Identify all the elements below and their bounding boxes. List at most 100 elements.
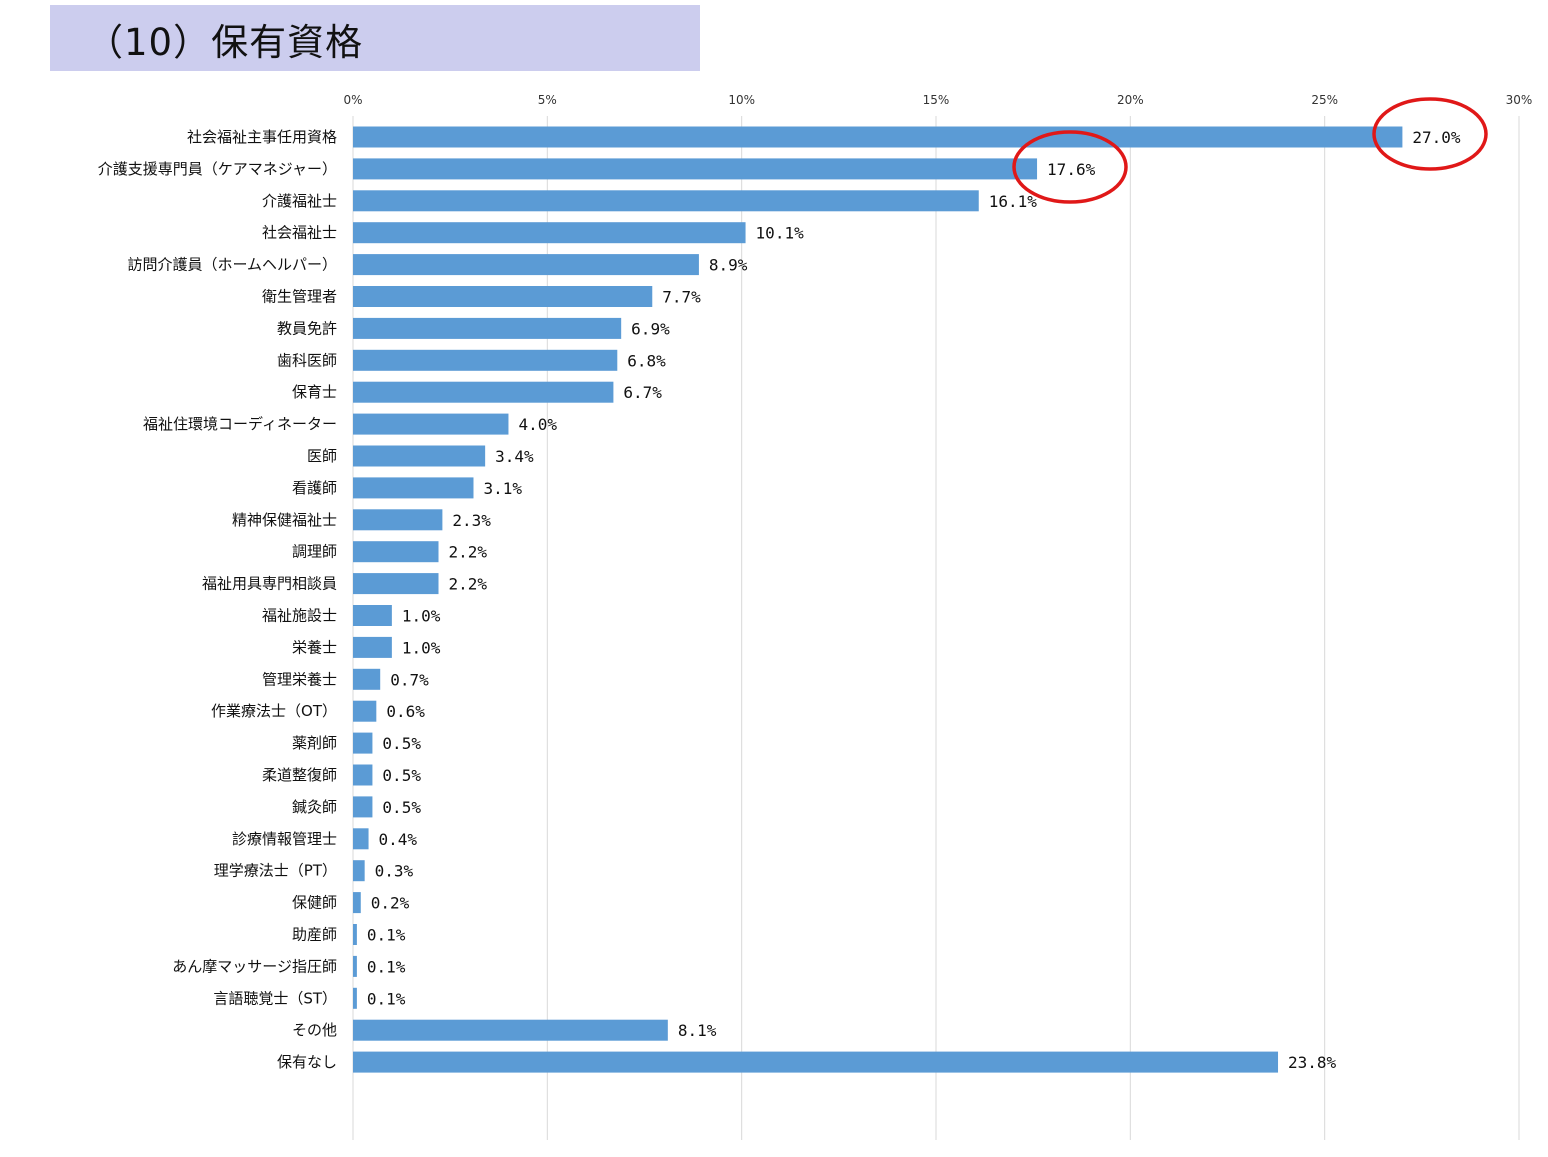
x-tick-label: 20% xyxy=(1117,93,1144,107)
section-title: （10）保有資格 xyxy=(86,21,364,64)
data-label: 7.7% xyxy=(662,288,701,307)
x-tick-label: 25% xyxy=(1311,93,1338,107)
data-label: 0.7% xyxy=(390,670,429,689)
category-label: 作業療法士（OT） xyxy=(211,702,337,720)
data-label: 6.7% xyxy=(623,383,662,402)
data-label: 3.4% xyxy=(495,447,534,466)
x-tick-label: 15% xyxy=(923,93,950,107)
x-tick-label: 0% xyxy=(343,93,362,107)
bar xyxy=(353,668,381,690)
category-label: 衛生管理者 xyxy=(262,288,337,306)
bar xyxy=(353,541,439,563)
data-label: 17.6% xyxy=(1047,160,1096,179)
bar xyxy=(353,222,746,244)
data-label: 0.1% xyxy=(367,989,406,1008)
data-label: 2.2% xyxy=(449,543,488,562)
category-label: 医師 xyxy=(307,447,337,465)
bar xyxy=(353,573,439,595)
bar xyxy=(353,924,357,945)
category-label: 社会福祉士 xyxy=(262,224,337,242)
category-label: あん摩マッサージ指圧師 xyxy=(172,957,337,975)
data-label: 1.0% xyxy=(402,607,441,626)
x-tick-label: 5% xyxy=(538,93,557,107)
bar xyxy=(353,445,486,467)
data-label: 0.3% xyxy=(375,862,414,881)
section-header xyxy=(50,5,700,71)
bar xyxy=(353,796,373,818)
category-label: 介護福祉士 xyxy=(262,192,337,210)
bar xyxy=(353,605,392,626)
data-label: 0.5% xyxy=(382,766,421,785)
data-label: 3.1% xyxy=(483,479,522,498)
bar xyxy=(353,126,1403,148)
data-label: 23.8% xyxy=(1288,1053,1337,1072)
category-label: 教員免許 xyxy=(277,319,337,337)
category-label: 福祉用具専門相談員 xyxy=(202,575,337,593)
data-label: 0.6% xyxy=(386,702,425,721)
category-label: 介護支援専門員（ケアマネジャー） xyxy=(98,160,337,178)
bar xyxy=(353,860,365,882)
category-label: 鍼灸師 xyxy=(292,798,337,816)
category-label: 柔道整復師 xyxy=(262,766,337,784)
bar xyxy=(353,828,369,850)
category-label: 訪問介護員（ホームヘルパー） xyxy=(127,256,337,274)
highlight-circle xyxy=(1012,130,1128,204)
data-label: 2.3% xyxy=(452,511,491,530)
bar xyxy=(353,349,618,371)
category-label: 福祉住環境コーディネーター xyxy=(143,415,337,433)
category-label: 管理栄養士 xyxy=(262,670,337,688)
bar xyxy=(353,381,614,403)
category-label: 助産師 xyxy=(292,926,337,944)
category-label: 精神保健福祉士 xyxy=(232,511,337,529)
category-label: 診療情報管理士 xyxy=(232,830,337,848)
bar xyxy=(353,1019,668,1041)
data-label: 6.8% xyxy=(627,351,666,370)
bar xyxy=(353,700,377,722)
data-label: 6.9% xyxy=(631,319,670,338)
data-label: 0.5% xyxy=(382,798,421,817)
data-label: 27.0% xyxy=(1412,128,1461,147)
data-label: 2.2% xyxy=(449,575,488,594)
bar xyxy=(353,732,373,754)
x-tick-label: 10% xyxy=(728,93,755,107)
bar xyxy=(353,955,357,977)
bar xyxy=(353,636,392,658)
category-label: 栄養士 xyxy=(292,638,337,656)
data-label: 1.0% xyxy=(402,638,441,657)
category-label: 保有なし xyxy=(277,1053,337,1071)
bar xyxy=(353,158,1038,180)
x-tick-label: 30% xyxy=(1506,93,1533,107)
bar xyxy=(353,764,373,786)
category-label: 保健師 xyxy=(292,894,337,912)
bar xyxy=(353,413,509,435)
data-label: 8.9% xyxy=(709,256,748,275)
data-label: 16.1% xyxy=(989,192,1038,211)
data-label: 10.1% xyxy=(756,224,805,243)
bar xyxy=(353,987,357,1009)
category-label: 理学療法士（PT） xyxy=(214,862,337,880)
category-label: 保育士 xyxy=(292,383,337,401)
category-label: 看護師 xyxy=(292,479,337,497)
bar xyxy=(353,1051,1279,1073)
category-label: 歯科医師 xyxy=(277,351,337,369)
data-label: 0.2% xyxy=(371,894,410,913)
bar xyxy=(353,286,653,307)
data-label: 4.0% xyxy=(518,415,557,434)
bar xyxy=(353,254,699,276)
data-label: 0.1% xyxy=(367,957,406,976)
highlight-circle xyxy=(1372,97,1488,171)
data-label: 8.1% xyxy=(678,1021,717,1040)
category-label: 社会福祉主事任用資格 xyxy=(187,128,337,146)
data-label: 0.5% xyxy=(382,734,421,753)
category-label: 言語聴覚士（ST） xyxy=(213,989,337,1007)
bar xyxy=(353,477,474,499)
bar xyxy=(353,509,443,531)
category-label: 調理師 xyxy=(292,543,337,561)
category-label: その他 xyxy=(292,1021,337,1039)
category-label: 福祉施設士 xyxy=(262,607,337,625)
data-label: 0.4% xyxy=(379,830,418,849)
category-label: 薬剤師 xyxy=(292,734,337,752)
bar xyxy=(353,190,979,212)
bar xyxy=(353,892,361,914)
